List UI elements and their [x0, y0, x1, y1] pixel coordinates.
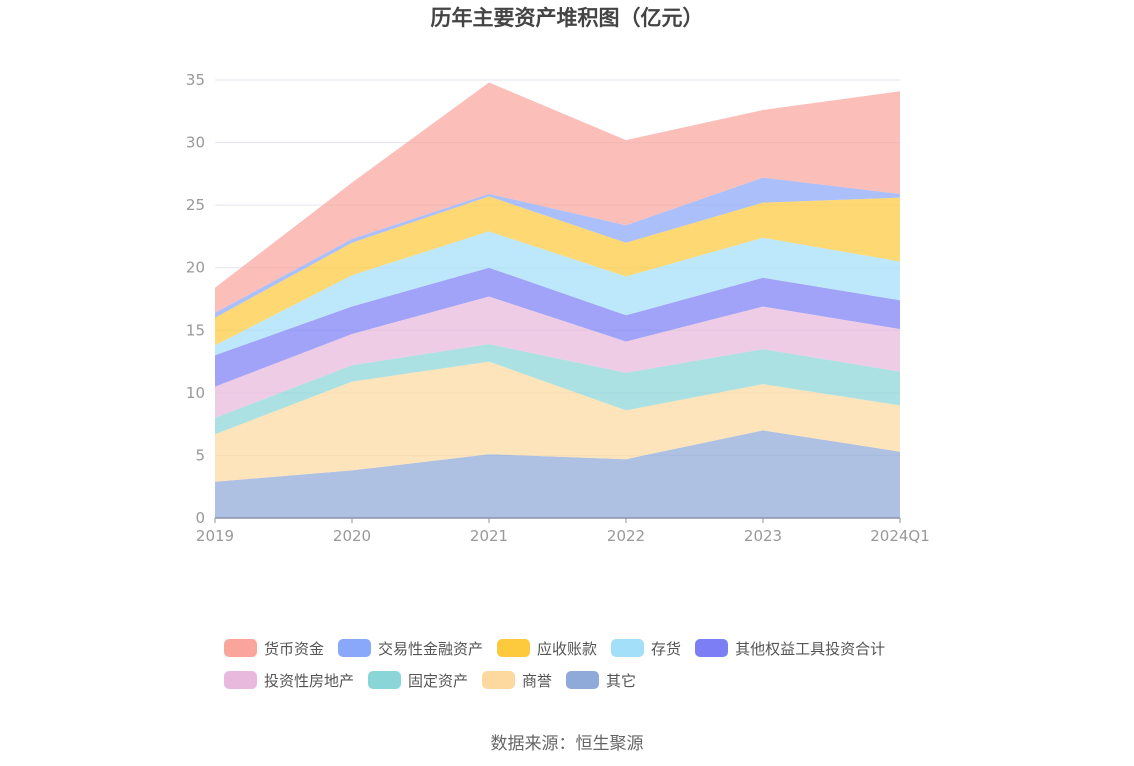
- legend-label: 投资性房地产: [264, 671, 355, 690]
- y-tick-label: 20: [186, 259, 205, 277]
- legend-swatch: [566, 671, 600, 689]
- legend-label: 应收账款: [537, 639, 598, 658]
- area-series: [215, 430, 900, 518]
- y-tick-label: 5: [195, 446, 205, 464]
- legend-item[interactable]: 交易性金融资产: [338, 638, 483, 659]
- legend-item[interactable]: 货币资金: [224, 638, 324, 659]
- legend-label: 交易性金融资产: [378, 639, 484, 658]
- legend-swatch: [368, 671, 402, 689]
- legend-item[interactable]: 固定资产: [368, 670, 468, 691]
- y-tick-label: 15: [186, 321, 205, 339]
- legend-item[interactable]: 其他权益工具投资合计: [695, 638, 885, 659]
- legend-item[interactable]: 商誉: [482, 670, 552, 691]
- stacked-area-chart: 0 5 10 15 20 25 30 35 2019 2020 2021 2022 2023 2024Q1: [186, 71, 930, 545]
- chart-legend: 货币资金 交易性金融资产 应收账款 存货 其他权益工具投资合计 投资性房地产 固定资产 商誉…: [224, 632, 944, 696]
- legend-swatch: [338, 639, 372, 657]
- area-series: [215, 296, 900, 418]
- legend-label: 货币资金: [264, 639, 325, 658]
- area-series: [215, 231, 900, 356]
- x-tick-label: 2022: [607, 527, 645, 545]
- legend-swatch: [695, 639, 729, 657]
- chart-title: 历年主要资产堆积图（亿元）: [430, 6, 704, 30]
- y-tick-label: 25: [186, 196, 205, 214]
- x-tick-label: 2024Q1: [870, 527, 930, 545]
- legend-item[interactable]: 应收账款: [497, 638, 597, 659]
- legend-label: 其它: [606, 671, 637, 690]
- x-tick-label: 2019: [196, 527, 234, 545]
- area-series: [215, 196, 900, 346]
- legend-swatch: [497, 639, 531, 657]
- area-series: [215, 361, 900, 482]
- area-series: [215, 344, 900, 435]
- area-series: [215, 82, 900, 313]
- legend-row: 货币资金 交易性金融资产 应收账款 存货 其他权益工具投资合计: [224, 632, 944, 664]
- y-tick-label: 35: [186, 71, 205, 89]
- legend-label: 商誉: [522, 671, 553, 690]
- x-tick-label: 2021: [470, 527, 508, 545]
- legend-swatch: [482, 671, 516, 689]
- y-tick-label: 10: [186, 384, 205, 402]
- legend-item[interactable]: 存货: [611, 638, 681, 659]
- legend-swatch: [224, 639, 257, 657]
- x-tick-label: 2020: [333, 527, 371, 545]
- legend-label: 其他权益工具投资合计: [735, 639, 886, 658]
- legend-swatch: [224, 671, 257, 689]
- area-series: [215, 177, 900, 318]
- legend-item[interactable]: 投资性房地产: [224, 670, 354, 691]
- y-tick-label: 30: [186, 134, 205, 152]
- y-tick-label: 0: [195, 509, 205, 527]
- x-tick-label: 2023: [744, 527, 782, 545]
- data-source: 数据来源：恒生聚源: [490, 734, 644, 754]
- legend-row: 投资性房地产 固定资产 商誉 其它: [224, 664, 944, 696]
- legend-label: 固定资产: [408, 671, 469, 690]
- legend-item[interactable]: 其它: [566, 670, 636, 691]
- legend-swatch: [611, 639, 645, 657]
- area-series: [215, 267, 900, 387]
- legend-label: 存货: [651, 639, 682, 658]
